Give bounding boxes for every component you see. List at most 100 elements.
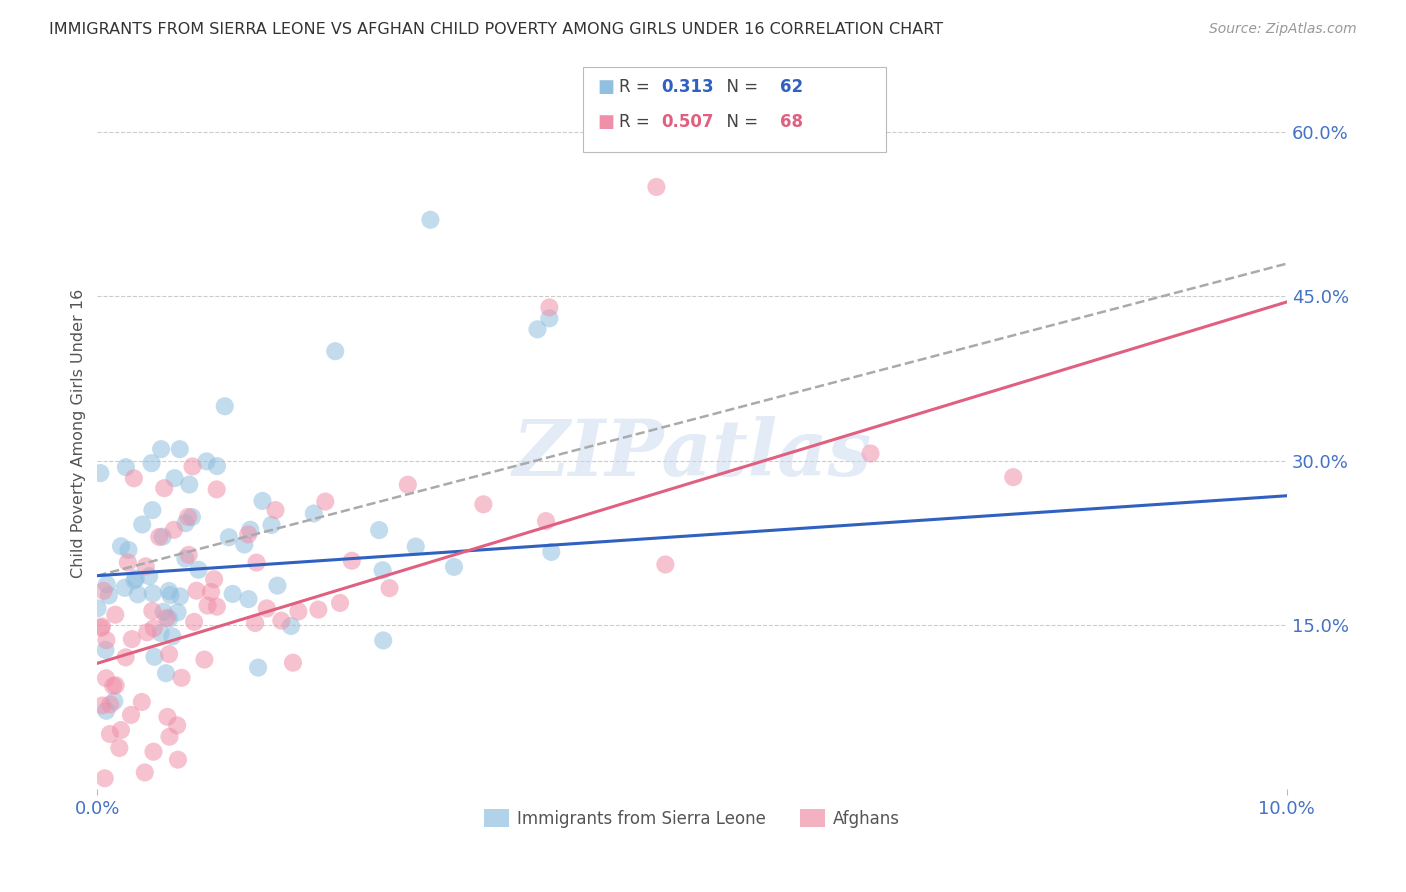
Point: [117, 543, 139, 558]
Point: [104, 678, 127, 692]
Point: [103, 679, 125, 693]
Point: [141, 456, 163, 470]
Point: [114, 581, 136, 595]
Text: 68: 68: [780, 113, 803, 131]
Point: [89, 466, 111, 480]
Point: [538, 311, 561, 326]
Point: [142, 621, 165, 635]
Point: [205, 483, 228, 497]
Point: [205, 599, 228, 614]
Point: [150, 442, 173, 457]
Legend: Immigrants from Sierra Leone, Afghans: Immigrants from Sierra Leone, Afghans: [478, 803, 907, 834]
Point: [368, 523, 391, 537]
Point: [163, 471, 186, 485]
Point: [302, 507, 325, 521]
Point: [314, 494, 336, 508]
Point: [157, 612, 180, 626]
Point: [245, 556, 267, 570]
Point: [193, 652, 215, 666]
Point: [654, 558, 676, 572]
Point: [162, 629, 184, 643]
Point: [135, 559, 157, 574]
Text: N =: N =: [716, 113, 763, 131]
Point: [120, 707, 142, 722]
Point: [373, 633, 395, 648]
Point: [243, 615, 266, 630]
Point: [131, 695, 153, 709]
Point: [169, 442, 191, 457]
Point: [131, 517, 153, 532]
Y-axis label: Child Poverty Among Girls Under 16: Child Poverty Among Girls Under 16: [72, 289, 86, 578]
Point: [252, 494, 274, 508]
Point: [110, 539, 132, 553]
Point: [94, 671, 117, 685]
Point: [256, 601, 278, 615]
Point: [141, 604, 163, 618]
Point: [419, 212, 441, 227]
Point: [238, 592, 260, 607]
Point: [287, 605, 309, 619]
Point: [218, 530, 240, 544]
Point: [177, 510, 200, 524]
Point: [247, 660, 270, 674]
Point: [149, 626, 172, 640]
Point: [166, 718, 188, 732]
Point: [177, 548, 200, 562]
Point: [181, 459, 204, 474]
Point: [121, 632, 143, 646]
Point: [157, 647, 180, 661]
Point: [307, 602, 329, 616]
Point: [174, 516, 197, 531]
Point: [166, 605, 188, 619]
Point: [91, 698, 114, 713]
Point: [323, 344, 346, 359]
Point: [1002, 470, 1025, 484]
Point: [90, 621, 112, 635]
Point: [197, 599, 219, 613]
Point: [179, 477, 201, 491]
Point: [143, 649, 166, 664]
Point: [233, 537, 256, 551]
Point: [125, 572, 148, 586]
Point: [94, 771, 117, 785]
Point: [159, 588, 181, 602]
Point: [187, 563, 209, 577]
Point: [170, 671, 193, 685]
Point: [94, 643, 117, 657]
Point: [117, 555, 139, 569]
Point: [103, 694, 125, 708]
Point: [134, 765, 156, 780]
Point: [122, 471, 145, 485]
Point: [152, 605, 174, 619]
Point: [260, 517, 283, 532]
Point: [159, 730, 181, 744]
Point: [98, 727, 121, 741]
Point: [221, 587, 243, 601]
Point: [124, 574, 146, 588]
Point: [136, 625, 159, 640]
Point: [169, 590, 191, 604]
Point: [538, 301, 561, 315]
Point: [214, 399, 236, 413]
Point: [90, 619, 112, 633]
Point: [186, 583, 208, 598]
Point: [156, 611, 179, 625]
Point: [405, 540, 427, 554]
Point: [340, 554, 363, 568]
Point: [238, 527, 260, 541]
Point: [371, 563, 394, 577]
Point: [472, 497, 495, 511]
Text: R =: R =: [619, 113, 655, 131]
Point: [443, 559, 465, 574]
Point: [141, 503, 163, 517]
Point: [98, 698, 121, 712]
Point: [97, 589, 120, 603]
Point: [142, 586, 165, 600]
Point: [163, 523, 186, 537]
Point: [110, 723, 132, 737]
Point: [281, 656, 304, 670]
Point: [645, 180, 668, 194]
Point: [534, 514, 557, 528]
Point: [138, 569, 160, 583]
Text: ■: ■: [598, 78, 614, 95]
